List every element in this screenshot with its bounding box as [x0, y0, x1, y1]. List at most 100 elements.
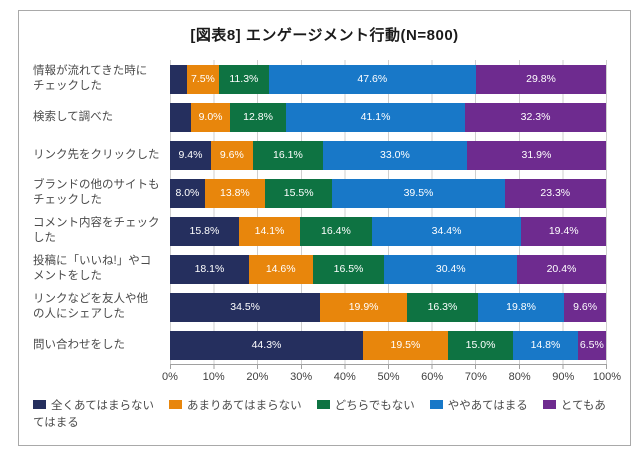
bar-segment: 16.5% [312, 254, 385, 284]
bar-segment: 23.3% [504, 178, 606, 208]
bar-segment: 29.8% [476, 64, 606, 94]
x-axis-line [170, 364, 607, 365]
bar-segment: 15.8% [170, 216, 239, 246]
legend-label: とてもあてはまる [33, 400, 606, 429]
category-label: 問い合わせをした [33, 338, 125, 351]
stacked-bar-chart: 情報が流れてきた時に チェックした 7.5% 11.3% 47.6% 29.8% 検索して… [19, 60, 630, 386]
legend-label: どちらでもない [334, 400, 415, 412]
chart-row: 情報が流れてきた時に チェックした 7.5% 11.3% 47.6% 29.8% [19, 60, 630, 98]
chart-row: 投稿に「いいね!」やコ メントをした 18.1% 14.6% 16.5% 30.4% 20… [19, 250, 630, 288]
legend-item: とてもあてはまる [33, 400, 606, 429]
x-tick-label: 40% [333, 371, 356, 383]
bar-value-label: 19.9% [348, 301, 379, 313]
bar-value-label: 33.0% [380, 149, 410, 161]
bar-segment: 9.6% [210, 140, 253, 170]
x-tick-label: 70% [464, 371, 487, 383]
bar-track: 7.5% 11.3% 47.6% 29.8% [170, 60, 607, 98]
bar-value-label: 30.4% [435, 263, 466, 275]
bar-segment: 34.4% [371, 216, 522, 246]
bar-segment: 32.3% [465, 102, 606, 132]
legend-item: 全くあてはまらない [33, 400, 154, 412]
bar-value-label: 12.8% [243, 111, 273, 123]
bar-segment: 19.9% [320, 292, 407, 322]
bar-segment: 15.5% [264, 178, 333, 208]
legend-swatch [429, 400, 443, 409]
legend-label: あまりあてはまらない [187, 400, 302, 412]
category-label: リンクなどを友人や他 の人にシェアした [33, 293, 148, 320]
bar-segment: 44.3% [170, 330, 363, 360]
legend-label: 全くあてはまらない [51, 400, 155, 412]
bar-segment: 16.1% [252, 140, 323, 170]
chart-row: ブランドの他のサイトも チェックした 8.0% 13.8% 15.5% 39.5% 23.… [19, 174, 630, 212]
bar-segment: 13.8% [204, 178, 265, 208]
category-label: 検索して調べた [33, 110, 114, 123]
bar-segment [170, 64, 187, 94]
bar-segment: 14.8% [513, 330, 578, 360]
bar-segment: 12.8% [230, 102, 286, 132]
x-axis-ticks [170, 365, 607, 369]
bar-track: 44.3% 19.5% 15.0% 14.8% 6.5% [170, 326, 607, 364]
bar-value-label: 14.1% [254, 225, 285, 237]
bar-track: 15.8% 14.1% 16.4% 34.4% 19.4% [170, 212, 607, 250]
x-tick-label: 90% [552, 371, 575, 383]
bar-value-label: 9.6% [573, 301, 598, 313]
legend: 全くあてはまらない あまりあてはまらない どちらでもない ややあてはまる とてもあてはま… [33, 398, 616, 432]
chart-row: コメント内容をチェック した 15.8% 14.1% 16.4% 34.4% 19.4% [19, 212, 630, 250]
bar-segment: 20.4% [517, 254, 606, 284]
bar-segment [170, 102, 191, 132]
bar-value-label: 19.4% [548, 225, 579, 237]
legend-swatch [316, 400, 330, 409]
chart-row: リンクなどを友人や他 の人にシェアした 34.5% 19.9% 16.3% 19.8% 9… [19, 288, 630, 326]
bar-track: 34.5% 19.9% 16.3% 19.8% 9.6% [170, 288, 607, 326]
bar-segment: 14.1% [238, 216, 301, 246]
bar-rows: 情報が流れてきた時に チェックした 7.5% 11.3% 47.6% 29.8% 検索して… [19, 60, 630, 364]
bar-value-label: 16.4% [321, 225, 351, 237]
chart-row: 問い合わせをした 44.3% 19.5% 15.0% 14.8% 6.5% [19, 326, 630, 364]
bar-value-label: 9.4% [178, 149, 203, 161]
bar-segment: 39.5% [332, 178, 505, 208]
bar-segment: 33.0% [323, 140, 467, 170]
bar-segment: 30.4% [384, 254, 518, 284]
bar-value-label: 15.0% [465, 339, 496, 351]
bar-value-label: 8.0% [175, 187, 200, 199]
chart-row: リンク先をクリックした 9.4% 9.6% 16.1% 33.0% 31.9% [19, 136, 630, 174]
bar-segment: 41.1% [285, 102, 466, 132]
legend-item: ややあてはまる [429, 400, 528, 412]
bar-segment: 19.5% [362, 330, 448, 360]
x-tick-label: 30% [290, 371, 313, 383]
x-tick-label: 80% [508, 371, 531, 383]
x-axis-labels: 0% 10% 20% 30% 40% 50% 60% 70% 80% 90% 100% [162, 371, 621, 386]
category-label: 情報が流れてきた時に チェックした [33, 65, 148, 92]
bar-segment: 16.3% [406, 292, 478, 322]
bar-segment: 6.5% [577, 330, 606, 360]
x-tick-label: 0% [162, 371, 178, 383]
legend-item: どちらでもない [316, 400, 415, 412]
bar-value-label: 23.3% [540, 187, 571, 199]
category-label: ブランドの他のサイトも チェックした [33, 179, 160, 206]
chart-frame: [図表8] エンゲージメント行動(N=800) 情報が流れてきた時に チェックし… [18, 10, 631, 446]
bar-value-label: 39.5% [403, 187, 434, 199]
bar-value-label: 19.8% [506, 301, 536, 313]
bar-value-label: 13.8% [220, 187, 250, 199]
bar-value-label: 9.6% [219, 149, 244, 161]
bar-value-label: 9.0% [198, 111, 223, 123]
x-tick-label: 50% [377, 371, 400, 383]
x-tick-label: 100% [592, 371, 622, 383]
category-label: リンク先をクリックした [33, 148, 160, 161]
category-label: 投稿に「いいね!」やコ メントをした [33, 255, 152, 282]
legend-swatch [169, 400, 183, 409]
chart-row: 検索して調べた 9.0% 12.8% 41.1% 32.3% [19, 98, 630, 136]
x-tick-label: 60% [421, 371, 444, 383]
bar-segment: 9.4% [170, 140, 211, 170]
bar-value-label: 16.1% [273, 149, 303, 161]
bar-value-label: 14.8% [530, 339, 561, 351]
bar-segment: 16.4% [300, 216, 372, 246]
bar-value-label: 19.5% [390, 339, 421, 351]
bar-value-label: 47.6% [357, 73, 388, 85]
bar-value-label: 6.5% [579, 339, 604, 351]
bar-segment: 7.5% [186, 64, 220, 94]
legend-swatch [542, 400, 556, 409]
bar-segment: 9.0% [190, 102, 231, 132]
bar-value-label: 15.8% [189, 225, 220, 237]
bar-value-label: 16.3% [427, 301, 458, 313]
